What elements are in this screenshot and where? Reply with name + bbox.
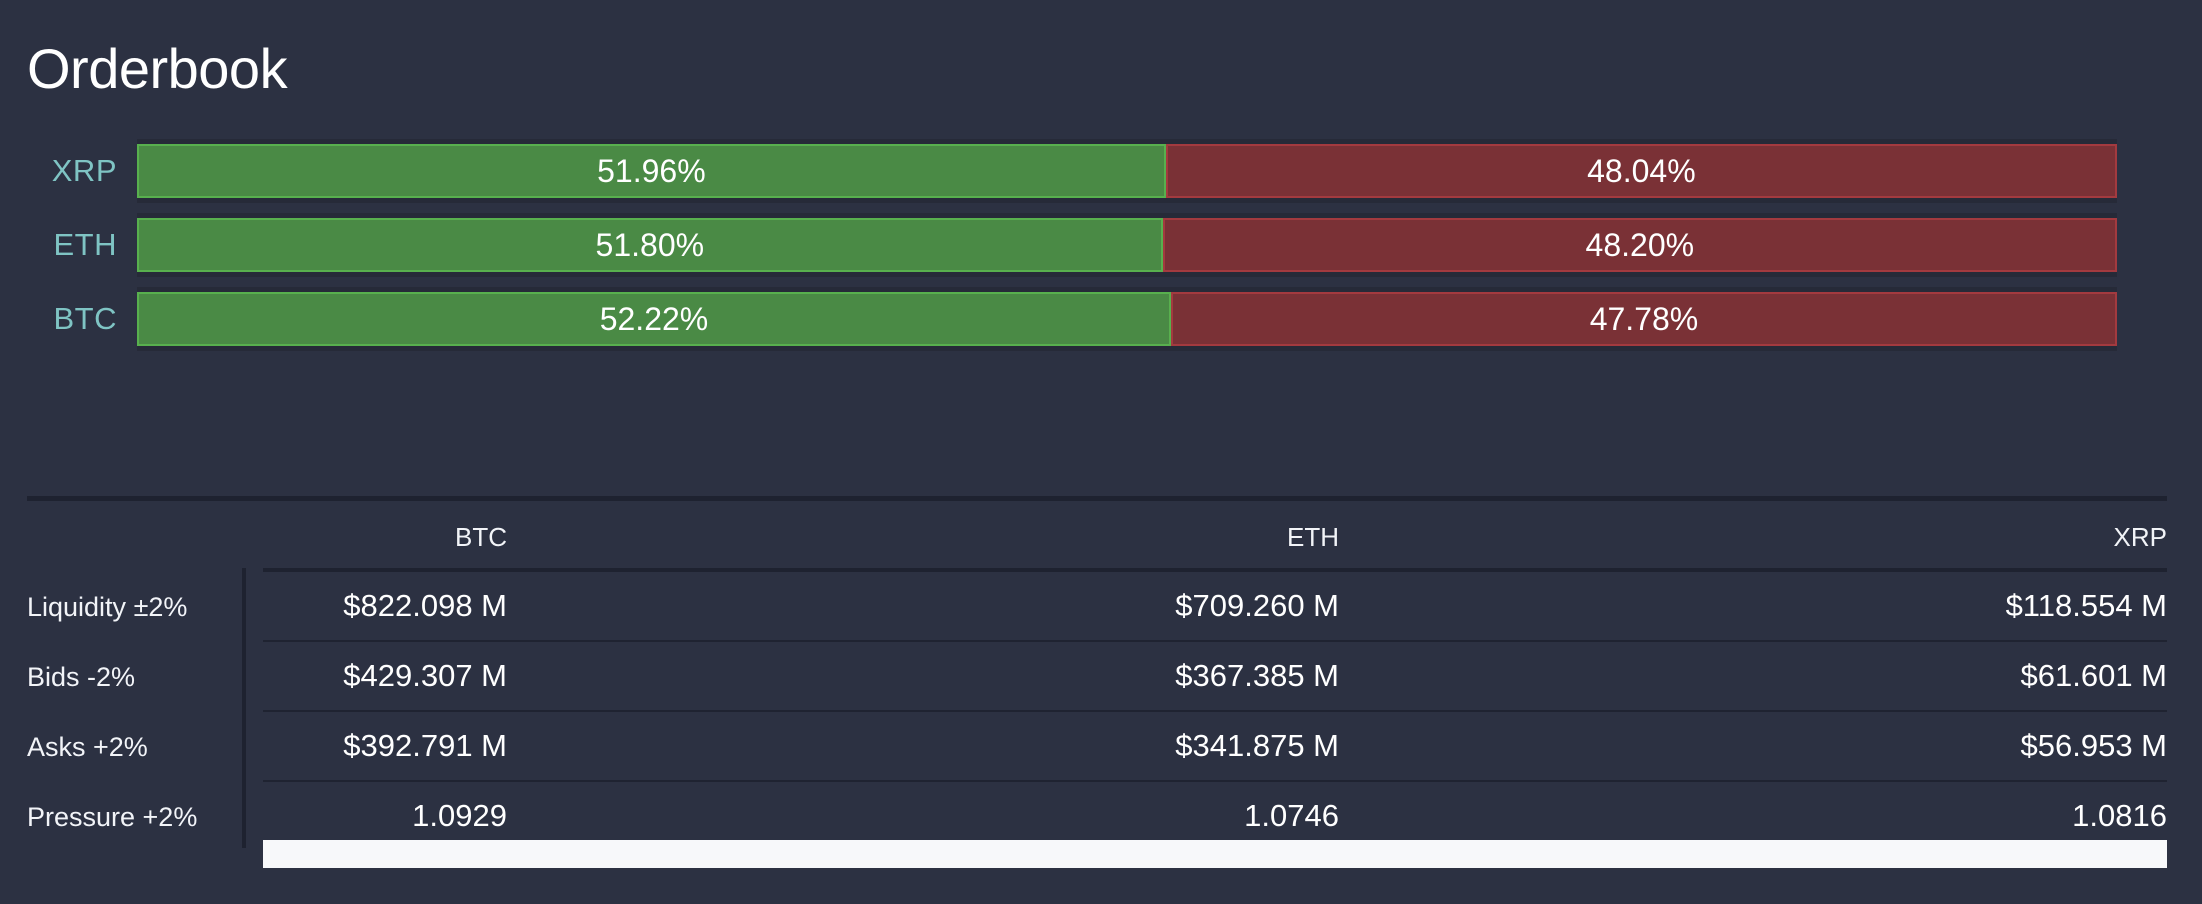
bar-row-eth: ETH 51.80% 48.20% [27, 208, 2139, 282]
table-cell: $56.953 M [2020, 728, 2168, 763]
ask-bar[interactable]: 47.78% [1170, 292, 2117, 346]
bar-symbol-label: ETH [53, 227, 117, 262]
bid-bar[interactable]: 51.80% [137, 218, 1163, 272]
orderbook-bars: XRP 51.96% 48.04% ETH 51.80% 48.20% BTC … [27, 134, 2139, 356]
table-cell: $392.791 M [343, 728, 507, 763]
table-cell: $341.875 M [1175, 728, 1339, 763]
column-header-xrp[interactable]: XRP [2113, 522, 2167, 552]
row-label-pressure: Pressure +2% [27, 801, 198, 832]
row-label-divider [242, 568, 246, 848]
bar-symbol-label: XRP [51, 153, 117, 188]
table-row: 1.0929 1.0746 1.0816 [263, 782, 2167, 852]
table-row: $392.791 M $341.875 M $56.953 M [263, 712, 2167, 782]
row-labels: Liquidity ±2% Bids -2% Asks +2% Pressure… [27, 572, 247, 852]
horizontal-scrollbar[interactable] [263, 840, 2167, 868]
ask-bar[interactable]: 48.04% [1165, 144, 2117, 198]
bar-row-btc: BTC 52.22% 47.78% [27, 282, 2139, 356]
bid-bar[interactable]: 52.22% [137, 292, 1171, 346]
row-label-asks: Asks +2% [27, 731, 148, 762]
table-cell: 1.0929 [412, 798, 507, 833]
table-header: BTC ETH XRP [263, 518, 2167, 568]
bar-symbol-label: BTC [53, 301, 117, 336]
table-cell: $822.098 M [343, 588, 507, 623]
column-header-eth[interactable]: ETH [1287, 522, 1339, 552]
bar-row-xrp: XRP 51.96% 48.04% [27, 134, 2139, 208]
bar-track: 52.22% 47.78% [137, 287, 2117, 351]
table-cell: 1.0816 [2072, 798, 2167, 833]
row-label-bids: Bids -2% [27, 661, 136, 692]
bar-track: 51.96% 48.04% [137, 139, 2117, 203]
bar-track: 51.80% 48.20% [137, 213, 2117, 277]
bid-bar[interactable]: 51.96% [137, 144, 1166, 198]
page-title: Orderbook [27, 37, 288, 100]
ask-bar[interactable]: 48.20% [1162, 218, 2117, 272]
table-cell: $61.601 M [2020, 658, 2168, 693]
section-divider [27, 496, 2167, 501]
table-row: $822.098 M $709.260 M $118.554 M [263, 572, 2167, 642]
table-cell: $118.554 M [2005, 588, 2167, 623]
stats-table: $822.098 M $709.260 M $118.554 M $429.30… [263, 572, 2167, 852]
column-header-btc[interactable]: BTC [455, 522, 507, 552]
row-label-liquidity: Liquidity ±2% [27, 591, 188, 622]
table-cell: $429.307 M [343, 658, 507, 693]
table-cell: 1.0746 [1244, 798, 1339, 833]
table-cell: $709.260 M [1175, 588, 1339, 623]
table-row: $429.307 M $367.385 M $61.601 M [263, 642, 2167, 712]
header-divider [263, 568, 2167, 572]
table-cell: $367.385 M [1175, 658, 1339, 693]
